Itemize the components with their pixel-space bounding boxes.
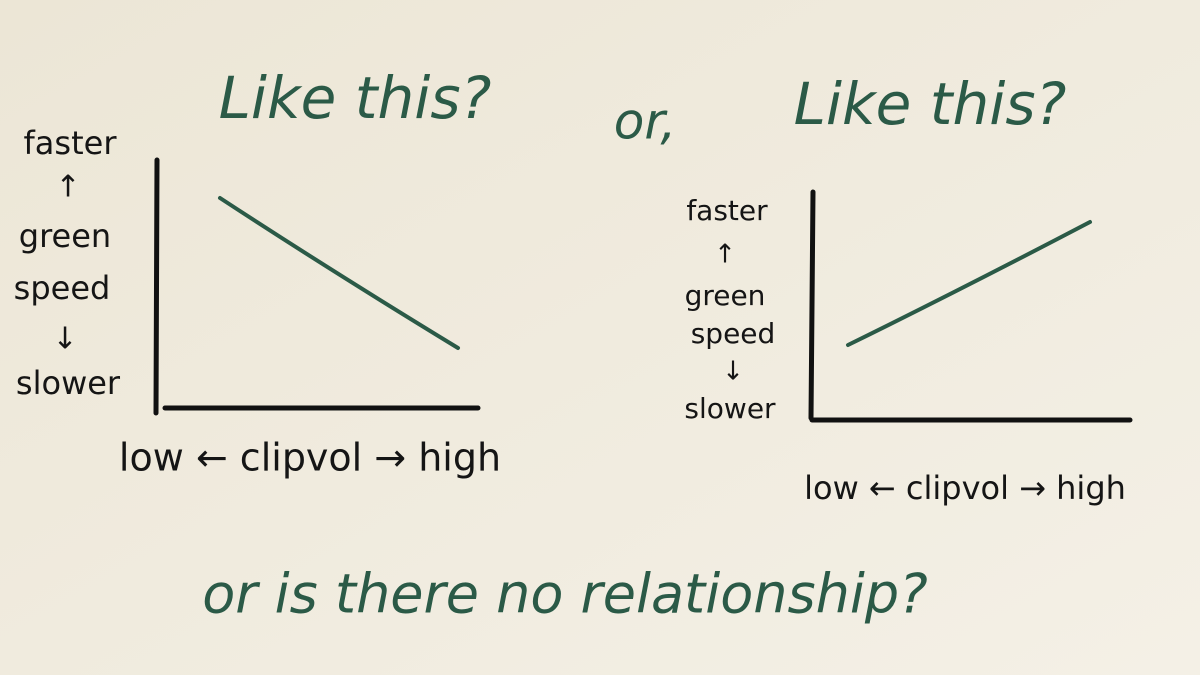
y-label-down-arrow: ↓	[722, 357, 744, 387]
x-label: low ← clipvol → high	[804, 469, 1126, 507]
y-label-bottom: slower	[684, 392, 776, 425]
sketch-left: faster ↑ green speed ↓ slower low ← clip…	[14, 124, 501, 480]
y-axis	[153, 157, 160, 416]
y-label-top: faster	[686, 194, 768, 227]
y-axis	[808, 189, 816, 421]
question-first: Like this?	[219, 64, 492, 132]
y-label-middle: speed	[691, 317, 776, 350]
trend-line	[846, 220, 1092, 347]
y-label-middle: green	[685, 279, 766, 312]
y-label-bottom: slower	[16, 364, 121, 402]
y-label-down-arrow: ↓	[52, 322, 77, 357]
footer-question: or is there no relationship?	[202, 563, 928, 626]
question-or: or,	[614, 93, 676, 151]
question-second: Like this?	[794, 70, 1067, 138]
y-label-top: faster	[24, 124, 118, 162]
y-label-up-arrow: ↑	[55, 170, 80, 205]
x-label: low ← clipvol → high	[119, 436, 501, 480]
y-label-middle: green	[19, 217, 111, 255]
trend-line	[218, 196, 460, 350]
y-label-middle: speed	[14, 269, 111, 307]
y-label-up-arrow: ↑	[714, 240, 736, 270]
sketch-right: faster ↑ green speed ↓ slower low ← clip…	[684, 189, 1133, 507]
